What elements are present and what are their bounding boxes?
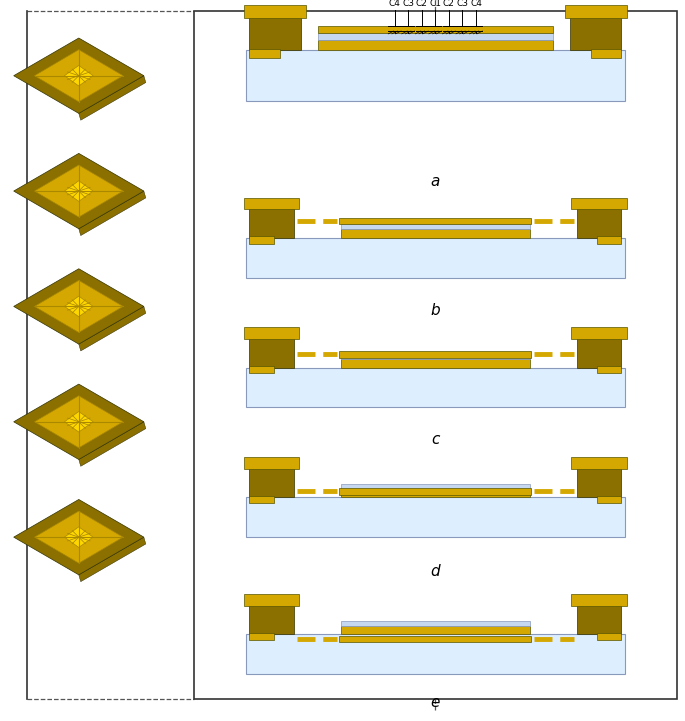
Text: C2: C2 — [443, 0, 455, 8]
Bar — [249, 332, 294, 368]
Bar — [340, 354, 530, 359]
Polygon shape — [34, 396, 123, 448]
Polygon shape — [64, 412, 93, 432]
Bar — [340, 621, 530, 626]
Bar — [564, 5, 627, 18]
Bar — [340, 359, 530, 368]
Text: C3: C3 — [456, 0, 469, 8]
Bar — [249, 633, 274, 640]
Bar — [340, 484, 530, 489]
Bar — [249, 366, 274, 373]
Bar — [570, 11, 621, 50]
Bar — [249, 11, 301, 50]
Polygon shape — [79, 422, 146, 466]
Bar — [249, 496, 274, 503]
Bar — [597, 496, 621, 503]
Bar — [577, 202, 621, 238]
Bar — [246, 497, 625, 537]
Bar — [340, 626, 530, 634]
Text: C3: C3 — [402, 0, 414, 8]
Bar — [577, 461, 621, 497]
Polygon shape — [64, 181, 93, 201]
Bar — [318, 40, 553, 50]
Text: C1: C1 — [429, 0, 441, 8]
Bar — [246, 368, 625, 407]
Polygon shape — [34, 511, 123, 563]
Polygon shape — [14, 500, 144, 575]
Bar — [597, 633, 621, 640]
Polygon shape — [34, 280, 123, 332]
Bar — [597, 366, 621, 373]
Bar — [340, 224, 530, 229]
Bar — [246, 634, 625, 674]
Bar — [244, 594, 299, 606]
Bar — [244, 457, 299, 469]
FancyBboxPatch shape — [194, 11, 677, 699]
Bar — [339, 218, 532, 224]
Bar — [577, 332, 621, 368]
Polygon shape — [79, 306, 146, 351]
Bar — [249, 236, 274, 244]
Bar — [318, 33, 553, 40]
Polygon shape — [34, 165, 123, 217]
Bar — [318, 26, 553, 33]
Text: d: d — [430, 564, 440, 578]
Bar — [340, 489, 530, 497]
Polygon shape — [64, 527, 93, 547]
Bar — [571, 594, 627, 606]
Bar — [246, 50, 625, 101]
Bar — [249, 202, 294, 238]
Polygon shape — [14, 38, 144, 113]
Polygon shape — [79, 537, 146, 582]
Polygon shape — [34, 50, 123, 102]
Polygon shape — [14, 269, 144, 344]
Text: C4: C4 — [388, 0, 401, 8]
Bar — [244, 5, 306, 18]
Text: C4: C4 — [470, 0, 482, 8]
Polygon shape — [14, 384, 144, 459]
Bar — [590, 49, 621, 58]
Bar — [246, 238, 625, 278]
Text: c: c — [431, 433, 440, 447]
Bar — [339, 488, 532, 495]
Text: C2: C2 — [416, 0, 427, 8]
Bar — [571, 198, 627, 209]
Bar — [244, 327, 299, 339]
Bar — [339, 351, 532, 358]
Polygon shape — [64, 296, 93, 317]
Polygon shape — [79, 76, 146, 120]
Polygon shape — [79, 191, 146, 236]
Bar — [249, 461, 294, 497]
Text: a: a — [431, 174, 440, 189]
Text: b: b — [430, 303, 440, 317]
Bar — [340, 229, 530, 238]
Bar — [577, 598, 621, 634]
Bar — [249, 598, 294, 634]
Text: e: e — [431, 696, 440, 710]
Bar — [339, 636, 532, 642]
Polygon shape — [14, 154, 144, 229]
Polygon shape — [64, 66, 93, 86]
Bar — [597, 236, 621, 244]
Bar — [244, 198, 299, 209]
Bar — [571, 327, 627, 339]
Bar — [571, 457, 627, 469]
Bar — [249, 49, 280, 58]
